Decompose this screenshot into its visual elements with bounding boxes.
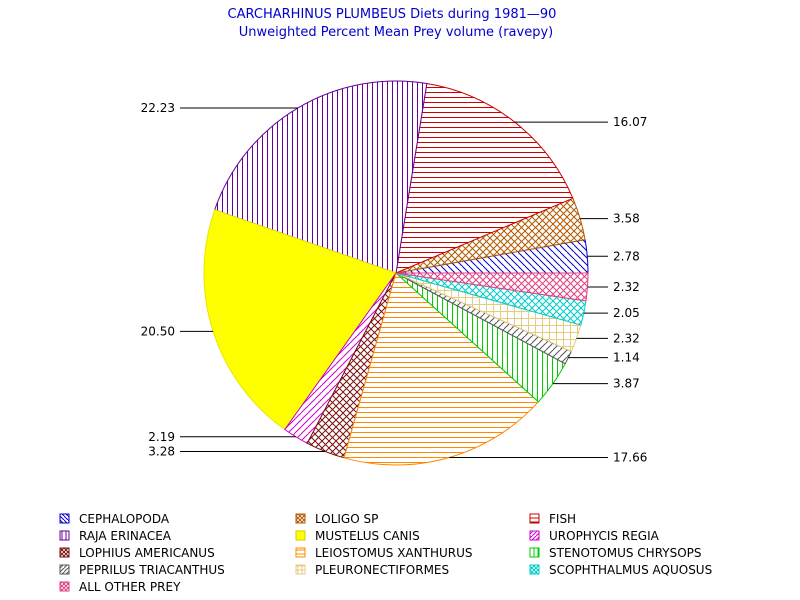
pie-slices [203,80,589,466]
legend-label-leiostomus-xanthurus: LEIOSTOMUS XANTHURUS [315,546,473,560]
legend-item-scophthalmus-aquosus: SCOPHTHALMUS AQUOSUS [529,563,712,577]
legend-label-scophthalmus-aquosus: SCOPHTHALMUS AQUOSUS [549,563,712,577]
legend-label-all-other-prey: ALL OTHER PREY [79,580,181,594]
legend-label-stenotomus-chrysops: STENOTOMUS CHRYSOPS [549,546,702,560]
value-label-all-other-prey: 2.32 [613,280,640,294]
legend-label-cephalopoda: CEPHALOPODA [79,512,170,526]
value-label-raja-erinacea: 22.23 [141,101,175,115]
legend-label-raja-erinacea: RAJA ERINACEA [79,529,172,543]
legend-item-cephalopoda: CEPHALOPODA [59,512,170,526]
legend-item-loligo-sp: LOLIGO SP [295,512,378,526]
value-label-cephalopoda: 2.78 [613,249,640,263]
legend-swatch-lophius-americanus [59,547,70,558]
value-label-stenotomus-chrysops: 3.87 [613,377,640,391]
pie-slice-all-other-prey [395,272,589,302]
legend-swatch-cephalopoda [59,513,70,524]
slice-labels: 2.78 3.58 16.07 22.23 20.50 2.193.28 17.66 3.87… [141,101,648,465]
legend-item-lophius-americanus: LOPHIUS AMERICANUS [59,546,215,560]
legend-swatch-loligo-sp [295,513,306,524]
legend-swatch-raja-erinacea [59,530,70,541]
legend-item-peprilus-triacanthus: PEPRILUS TRIACANTHUS [59,563,225,577]
legend-label-pleuronectiformes: PLEURONECTIFORMES [315,563,449,577]
pie-slice-fish [395,82,574,274]
legend-item-fish: FISH [529,512,576,526]
chart-title: CARCHARHINUS PLUMBEUS Diets during 1981—… [228,7,557,22]
legend-swatch-urophycis-regia [529,530,540,541]
legend-item-leiostomus-xanthurus: LEIOSTOMUS XANTHURUS [295,546,473,560]
legend-swatch-stenotomus-chrysops [529,547,540,558]
legend: CEPHALOPODA LOLIGO SP FISH RAJA ERINACEA MUS… [59,512,712,594]
legend-swatch-mustelus-canis [295,530,306,541]
legend-label-mustelus-canis: MUSTELUS CANIS [315,529,420,543]
legend-item-raja-erinacea: RAJA ERINACEA [59,529,172,543]
legend-item-stenotomus-chrysops: STENOTOMUS CHRYSOPS [529,546,702,560]
value-label-leiostomus-xanthurus: 17.66 [613,451,647,465]
legend-swatch-fish [529,513,540,524]
legend-swatch-pleuronectiformes [295,564,306,575]
value-label-peprilus-triacanthus: 1.14 [613,351,640,365]
legend-swatch-all-other-prey [59,581,70,592]
legend-item-urophycis-regia: UROPHYCIS REGIA [529,529,660,543]
legend-label-urophycis-regia: UROPHYCIS REGIA [549,529,660,543]
value-label-urophycis-regia: 2.19 [148,430,175,444]
pie-slice-leiostomus-xanthurus [343,272,540,466]
legend-label-lophius-americanus: LOPHIUS AMERICANUS [79,546,215,560]
legend-item-all-other-prey: ALL OTHER PREY [59,580,181,594]
value-label-scophthalmus-aquosus: 2.05 [613,306,640,320]
value-label-pleuronectiformes: 2.32 [613,331,640,345]
legend-label-loligo-sp: LOLIGO SP [315,512,378,526]
legend-swatch-peprilus-triacanthus [59,564,70,575]
legend-item-mustelus-canis: MUSTELUS CANIS [295,529,420,543]
legend-item-pleuronectiformes: PLEURONECTIFORMES [295,563,449,577]
value-label-mustelus-canis: 20.50 [141,324,175,338]
legend-swatch-leiostomus-xanthurus [295,547,306,558]
legend-label-fish: FISH [549,512,576,526]
legend-label-peprilus-triacanthus: PEPRILUS TRIACANTHUS [79,563,225,577]
value-label-loligo-sp: 3.58 [613,212,640,226]
value-label-lophius-americanus: 3.28 [148,445,175,459]
chart-subtitle: Unweighted Percent Mean Prey volume (rav… [239,25,553,40]
legend-swatch-scophthalmus-aquosus [529,564,540,575]
value-label-fish: 16.07 [613,115,647,129]
